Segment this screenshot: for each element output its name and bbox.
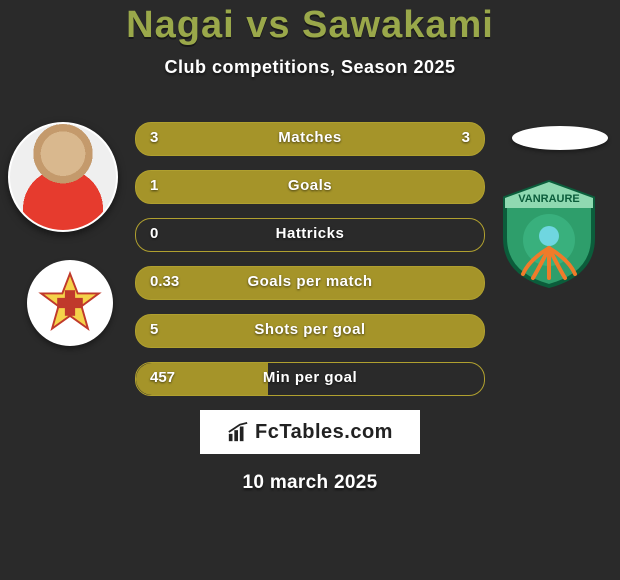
svg-text:VANRAURE: VANRAURE <box>518 193 580 205</box>
club-crest-right: VANRAURE <box>498 178 600 288</box>
stat-label: Goals per match <box>136 273 484 290</box>
stat-row: 0.33Goals per match <box>135 266 485 300</box>
vs-separator: vs <box>235 4 302 46</box>
player-photo-right <box>512 126 608 150</box>
branding-badge[interactable]: FcTables.com <box>200 410 420 454</box>
player-photo-left <box>8 122 118 232</box>
date-label: 10 march 2025 <box>135 472 485 494</box>
stat-row: 5Shots per goal <box>135 314 485 348</box>
stat-label: Shots per goal <box>136 321 484 338</box>
club-crest-left <box>27 260 113 346</box>
stats-column: 33Matches 1Goals 0Hattricks 0.33Goals per m… <box>135 122 485 494</box>
stat-label: Goals <box>136 177 484 194</box>
player-name-right: Sawakami <box>302 4 494 46</box>
stat-label: Matches <box>136 129 484 146</box>
stat-row: 0Hattricks <box>135 218 485 252</box>
page-title: Nagai vs Sawakami <box>0 0 620 47</box>
stat-label: Min per goal <box>136 369 484 386</box>
stat-label: Hattricks <box>136 225 484 242</box>
comparison-card: Nagai vs Sawakami Club competitions, Sea… <box>0 0 620 580</box>
stat-row: 33Matches <box>135 122 485 156</box>
subtitle: Club competitions, Season 2025 <box>0 57 620 78</box>
branding-text: FcTables.com <box>255 421 393 444</box>
stat-row: 457Min per goal <box>135 362 485 396</box>
player-name-left: Nagai <box>126 4 234 46</box>
stat-row: 1Goals <box>135 170 485 204</box>
